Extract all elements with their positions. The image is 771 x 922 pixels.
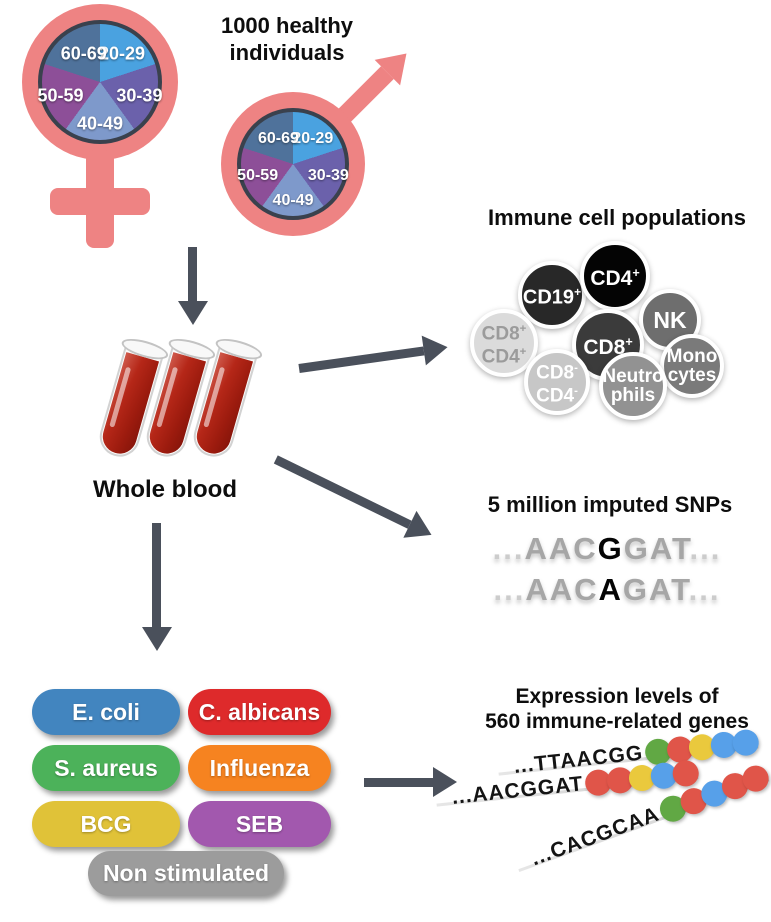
gene-sequence: ...AACGGAT xyxy=(450,772,585,809)
cell-label: Mono cytes xyxy=(666,346,718,386)
stimulus-pill-influenza: Influenza xyxy=(188,745,331,791)
arrow-stimuli-to-expression xyxy=(364,766,457,798)
male-symbol-icon: 20-29 30-39 40-49 50-59 60-69 xyxy=(221,92,365,236)
age-group-label: 50-59 xyxy=(37,85,84,106)
cell-circle-nk: NK xyxy=(639,289,701,351)
arrow-blood-to-cells xyxy=(297,331,450,384)
arrow-shaft xyxy=(188,247,198,301)
cell-label: CD19+ xyxy=(522,284,582,309)
pill-label: Influenza xyxy=(209,754,310,781)
pill-label: C. albicans xyxy=(198,698,321,725)
age-group-label: 30-39 xyxy=(307,167,349,185)
age-group-label: 60-69 xyxy=(257,130,299,148)
cell-label: Neutro phils xyxy=(602,366,664,406)
female-symbol-icon: 20-29 30-39 40-49 50-59 60-69 xyxy=(22,4,178,160)
pill-label: Non stimulated xyxy=(102,860,270,886)
cell-label: CD8+ xyxy=(583,335,633,359)
pill-label: S. aureus xyxy=(54,754,158,781)
arrow-blood-to-stimuli xyxy=(141,523,173,651)
cell-label: CD4+ xyxy=(590,266,640,290)
pill-label: E. coli xyxy=(72,698,140,725)
stimulus-pill-nonstimulated: Non stimulated xyxy=(88,851,284,896)
cell-label: NK xyxy=(653,306,687,333)
snp-sequence-1: ...AACGGAT... xyxy=(440,531,771,567)
arrow-cohort-to-blood xyxy=(177,247,209,325)
arrowhead xyxy=(403,510,439,549)
female-age-pie-chart: 20-29 30-39 40-49 50-59 60-69 xyxy=(38,20,162,144)
cell-label: CD8- CD4- xyxy=(536,361,578,407)
gene-sequence: ...CACGCAA xyxy=(527,802,663,871)
age-group-label: 40-49 xyxy=(272,192,314,210)
whole-blood-label: Whole blood xyxy=(93,476,237,503)
age-group-label: 20-29 xyxy=(99,43,146,64)
cohort-heading: 1000 healthy individuals xyxy=(220,13,354,65)
arrow-blood-to-snps xyxy=(269,445,439,550)
cell-circle-cd8pos-cd4pos: CD8+ CD4+ xyxy=(470,309,538,377)
sequence-bases: GAT xyxy=(623,531,690,566)
stimulus-pill-calbicans: C. albicans xyxy=(188,689,331,735)
stimulus-pill-bcg: BCG xyxy=(32,801,180,847)
male-age-pie-chart: 20-29 30-39 40-49 50-59 60-69 xyxy=(237,108,349,220)
cell-circle-cd19: CD19+ xyxy=(518,261,586,329)
arrow-shaft xyxy=(364,777,433,787)
cell-circle-monocytes: Mono cytes xyxy=(660,334,724,398)
arrow-shaft xyxy=(274,454,412,529)
snp-variant-base: G xyxy=(597,531,624,566)
snp-variant-base: A xyxy=(598,572,623,607)
expression-heading-line1: Expression levels of xyxy=(515,685,719,708)
arrowhead xyxy=(421,332,450,366)
pill-label: BCG xyxy=(80,810,132,837)
age-group-label: 50-59 xyxy=(237,167,279,185)
sequence-ellipsis: ... xyxy=(688,572,721,607)
cell-label: CD8+ CD4+ xyxy=(481,322,527,368)
stimulus-pill-seb: SEB xyxy=(188,801,331,847)
sequence-ellipsis: ... xyxy=(492,531,525,566)
arrowhead xyxy=(142,627,172,651)
expression-heading: Expression levels of 560 immune-related … xyxy=(467,684,767,734)
arrow-shaft xyxy=(152,523,162,627)
age-group-label: 60-69 xyxy=(60,43,107,64)
arrowhead xyxy=(178,301,208,325)
female-symbol-crossbar xyxy=(50,188,150,215)
sequence-bases: GAT xyxy=(622,572,689,607)
expression-heading-line2: 560 immune-related genes xyxy=(485,710,749,733)
sequence-ellipsis: ... xyxy=(493,572,526,607)
stimulus-pill-saureus: S. aureus xyxy=(32,745,180,791)
cell-circle-cd8neg-cd4neg: CD8- CD4- xyxy=(524,349,590,415)
cell-circle-cd4: CD4+ xyxy=(580,241,650,311)
sequence-ellipsis: ... xyxy=(689,531,722,566)
snp-sequence-2: ...AACAGAT... xyxy=(440,572,771,608)
age-group-label: 20-29 xyxy=(292,130,334,148)
sequence-bases: AAC xyxy=(524,531,598,566)
expression-dot xyxy=(731,728,760,757)
immune-cells-heading: Immune cell populations xyxy=(488,205,746,230)
age-group-label: 30-39 xyxy=(116,85,163,106)
pill-label: SEB xyxy=(235,810,284,837)
sequence-bases: AAC xyxy=(525,572,599,607)
snps-heading: 5 million imputed SNPs xyxy=(487,492,733,517)
arrow-shaft xyxy=(298,346,425,373)
cell-circle-neutrophils: Neutro phils xyxy=(599,352,667,420)
age-group-label: 40-49 xyxy=(76,113,124,134)
stimulus-pill-ecoli: E. coli xyxy=(32,689,180,735)
